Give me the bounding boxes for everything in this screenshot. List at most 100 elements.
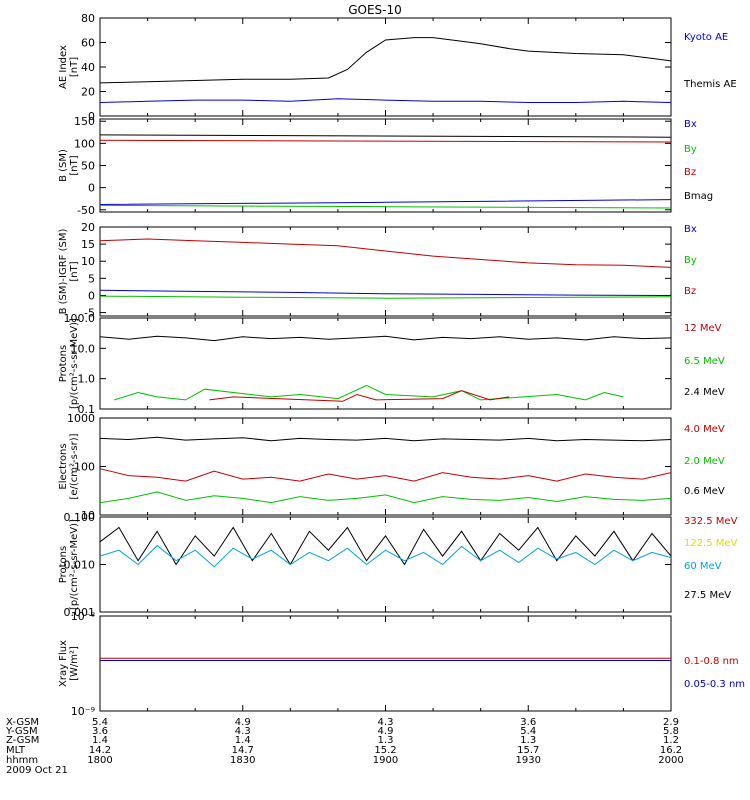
legend-label: 4.0 MeV (684, 424, 725, 435)
chart-title: GOES-10 (348, 3, 402, 17)
panel-7: 10⁻⁹ 10⁻⁸ Xray Flux [W/m²] 0.1-0.8 nm 0.05-0.… (58, 610, 745, 718)
series-line (99, 335, 672, 342)
legend-label: 2.0 MeV (684, 456, 725, 467)
y-axis-label: B (SM) (58, 149, 69, 182)
legend-label: 6.5 MeV (684, 356, 725, 367)
ephemeris-value: 1900 (373, 755, 398, 766)
y-axis-label: Electrons (58, 443, 69, 489)
series-line (99, 98, 672, 103)
y-tick-label: 100.0 (64, 312, 96, 325)
legend-label: By (684, 144, 697, 155)
y-axis-label: [nT] (69, 261, 80, 281)
y-axis-label: B (SM)-IGRF (SM) (58, 229, 69, 315)
y-tick-label: 60 (81, 37, 95, 50)
series-line (99, 139, 672, 143)
panel-frame (99, 17, 672, 117)
y-axis-label: [nT] (69, 155, 80, 175)
panel-4: 0.1 1.0 10.0 100.0 Protons [p/(cm²-s-sr-MeV)]… (58, 312, 725, 416)
y-axis-label: [p/(cm²-s-sr-MeV)] (69, 519, 80, 610)
series-line (99, 526, 672, 566)
ephemeris-value: 1.3 (378, 735, 394, 746)
series-line (99, 204, 672, 209)
ephemeris-value: 4.9 (378, 726, 394, 737)
y-tick-label: 1.0 (78, 373, 96, 386)
ephemeris-value: 2.9 (663, 717, 679, 728)
series-line (99, 238, 672, 268)
series-line (99, 544, 672, 568)
y-tick-label: 150 (74, 115, 95, 128)
panel-5: 10 100 1000 Electrons [e/(cm²-s-sr)] 4.0 MeV 2… (58, 412, 725, 522)
series-line (99, 289, 672, 296)
legend-label: Kyoto AE (684, 32, 728, 43)
y-tick-label: -5 (84, 307, 95, 320)
y-tick-label: 20 (81, 221, 95, 234)
legend-label: 60 MeV (684, 561, 722, 572)
legend-label: Bz (684, 167, 696, 178)
legend-label: Bx (684, 119, 697, 130)
panel-frame (99, 118, 672, 213)
panel-frame (99, 516, 672, 613)
legend-label: By (684, 255, 697, 266)
ephemeris-value: 14.7 (232, 745, 254, 756)
y-tick-label: 0.010 (64, 559, 96, 572)
series-line (209, 390, 510, 402)
ephemeris-date: 2009 Oct 21 (6, 765, 68, 776)
y-axis-label: AE Index (58, 45, 69, 89)
ephemeris-value: 1.4 (235, 735, 251, 746)
ephemeris-row-label: MLT (6, 745, 26, 756)
legend-label: Themis AE (683, 79, 737, 90)
panel-6: 0.001 0.010 0.100 Protons [p/(cm²-s-sr-MeV)]… (58, 511, 738, 619)
y-axis-label: Protons (58, 546, 69, 583)
y-tick-label: 10⁻⁹ (71, 705, 95, 718)
ephemeris-value: 1.2 (663, 735, 679, 746)
legend-label: 0.6 MeV (684, 486, 725, 497)
y-tick-label: 80 (81, 12, 95, 25)
series-line (99, 134, 672, 138)
y-tick-label: 20 (81, 86, 95, 99)
ephemeris-row-label: Y-GSM (5, 726, 38, 737)
y-axis-label: [W/m²] (69, 646, 80, 681)
panel-2: -50 0 50 100 150 B (SM) [nT] Bx By Bz Bmag (58, 115, 713, 217)
y-tick-label: 0.100 (64, 511, 96, 524)
series-line (99, 491, 672, 504)
y-axis-label: [nT] (69, 57, 80, 77)
legend-label: Bz (684, 286, 696, 297)
series-line (99, 37, 672, 84)
ephemeris-value: 16.2 (660, 745, 682, 756)
legend-label: 0.05-0.3 nm (684, 679, 745, 690)
y-tick-label: -50 (77, 204, 95, 217)
legend-label: 122.5 MeV (684, 538, 738, 549)
y-tick-label: 10 (81, 255, 95, 268)
y-tick-label: 40 (81, 61, 95, 74)
y-tick-label: 0 (88, 289, 95, 302)
y-tick-label: 10⁻⁸ (71, 610, 96, 623)
y-tick-label: 0 (88, 110, 95, 123)
panel-3: -5 0 5 10 15 20 B (SM)-IGRF (SM) [nT] Bx By Bz (58, 221, 697, 320)
ephemeris-value: 3.6 (520, 717, 536, 728)
ephemeris-value: 5.4 (92, 717, 108, 728)
ephemeris-value: 1800 (87, 755, 112, 766)
ephemeris-row-label: Z-GSM (6, 735, 39, 746)
y-tick-label: 1000 (67, 412, 95, 425)
y-axis-label: Xray Flux (58, 640, 69, 687)
ephemeris-value: 15.7 (517, 745, 539, 756)
series-line (99, 436, 672, 442)
y-tick-label: 5 (88, 272, 95, 285)
ephemeris-value: 1.4 (92, 735, 108, 746)
panel-frame (99, 317, 672, 410)
ephemeris-value: 2000 (658, 755, 683, 766)
y-tick-label: 0.1 (78, 403, 96, 416)
ephemeris-value: 5.8 (663, 726, 679, 737)
legend-label: 2.4 MeV (684, 387, 725, 398)
y-tick-label: 100 (74, 137, 95, 150)
y-tick-label: 50 (81, 160, 95, 173)
y-axis-label: Protons (58, 345, 69, 382)
y-tick-label: 15 (81, 238, 95, 251)
panel-1: 0 20 40 60 80 AE Index [nT] Kyoto AE Themis AE (58, 12, 737, 123)
legend-label: Bmag (684, 191, 713, 202)
ephemeris-value: 4.3 (235, 726, 251, 737)
series-line (99, 295, 672, 299)
ephemeris-value: 14.2 (89, 745, 111, 756)
ephemeris-value: 1830 (230, 755, 255, 766)
